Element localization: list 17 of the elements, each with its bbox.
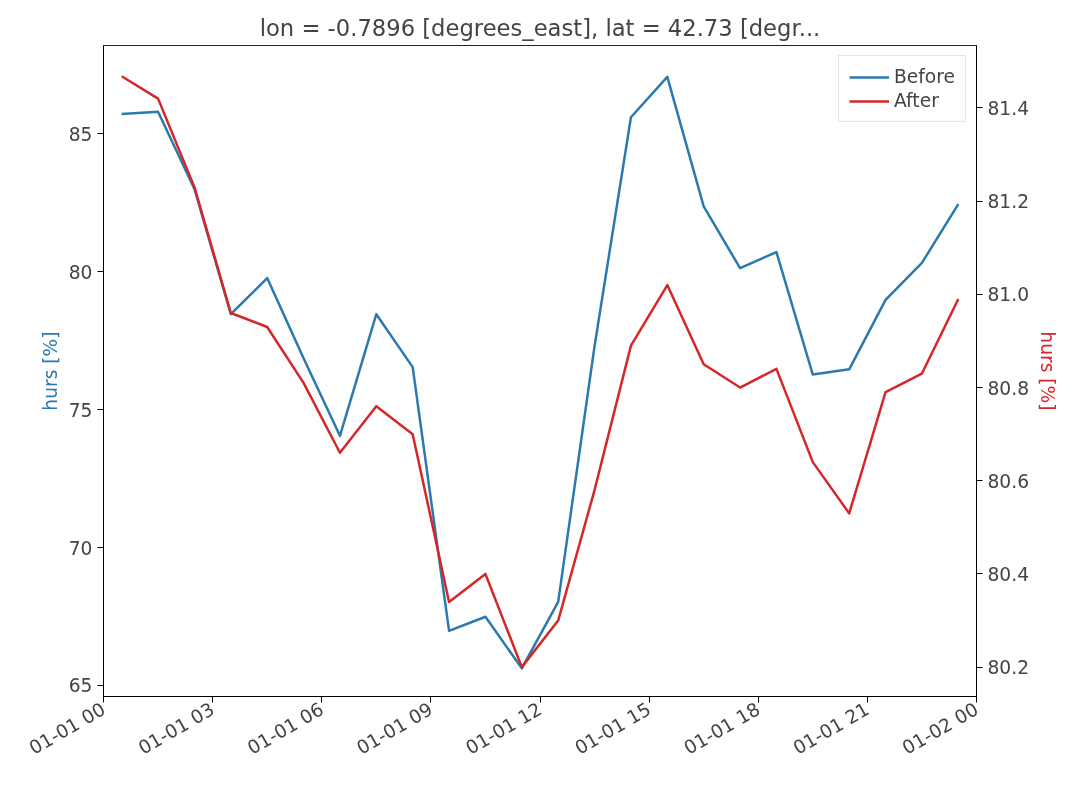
chart-title: lon = -0.7896 [degrees_east], lat = 42.73 [degr... — [259, 14, 821, 41]
y-tick-label: 70 — [68, 537, 93, 559]
y2-tick-label: 81.4 — [987, 97, 1030, 119]
y2-tick-label: 81.2 — [987, 191, 1030, 213]
y2-axis-title: hurs [%] — [1037, 331, 1059, 411]
y2-tick-label: 80.6 — [987, 470, 1030, 492]
y-tick-label: 75 — [68, 399, 93, 421]
y2-tick-label: 80.4 — [987, 563, 1030, 585]
y2-tick-label: 80.2 — [987, 657, 1030, 679]
y-tick-label: 85 — [68, 123, 93, 145]
legend-label: Before — [894, 66, 955, 87]
legend-label: After — [894, 90, 939, 111]
y2-tick-label: 81.0 — [987, 284, 1030, 306]
y-tick-label: 65 — [68, 675, 93, 697]
y-axis-title: hurs [%] — [39, 331, 61, 411]
y-tick-label: 80 — [68, 261, 93, 283]
y2-tick-label: 80.8 — [987, 377, 1030, 399]
